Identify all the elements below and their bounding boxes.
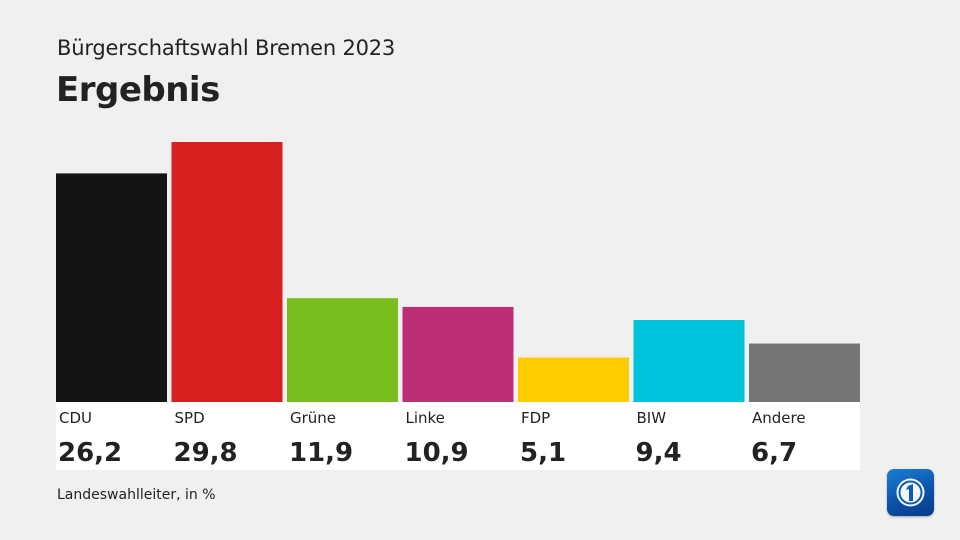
bar-andere [749, 343, 860, 402]
bar-spd [171, 142, 283, 402]
value-label-andere: 6,7 [751, 438, 797, 468]
party-label-cdu: CDU [59, 409, 92, 427]
value-label-linke: 10,9 [405, 438, 469, 468]
party-label-linke: Linke [406, 409, 445, 427]
source-note: Landeswahlleiter, in % [57, 487, 216, 503]
value-label-cdu: 26,2 [58, 438, 122, 468]
bar-gr-ne [287, 298, 398, 402]
chart-subtitle: Bürgerschaftswahl Bremen 2023 [57, 36, 396, 60]
party-label-andere: Andere [752, 409, 806, 427]
labels-panel [56, 402, 860, 470]
chart-title: Ergebnis [56, 70, 220, 110]
party-label-fdp: FDP [521, 409, 550, 427]
value-label-spd: 29,8 [174, 438, 238, 468]
bar-cdu [56, 173, 167, 402]
value-label-gr-ne: 11,9 [289, 438, 353, 468]
bar-biw [633, 319, 745, 402]
ard-logo-icon [887, 469, 934, 516]
party-label-biw: BIW [637, 409, 667, 427]
value-label-fdp: 5,1 [520, 438, 566, 468]
bar-linke [402, 306, 514, 402]
value-label-biw: 9,4 [636, 438, 682, 468]
party-label-spd: SPD [175, 409, 205, 427]
logo-graphic [896, 478, 925, 507]
party-label-gr-ne: Grüne [290, 409, 336, 427]
bar-fdp [518, 357, 629, 402]
